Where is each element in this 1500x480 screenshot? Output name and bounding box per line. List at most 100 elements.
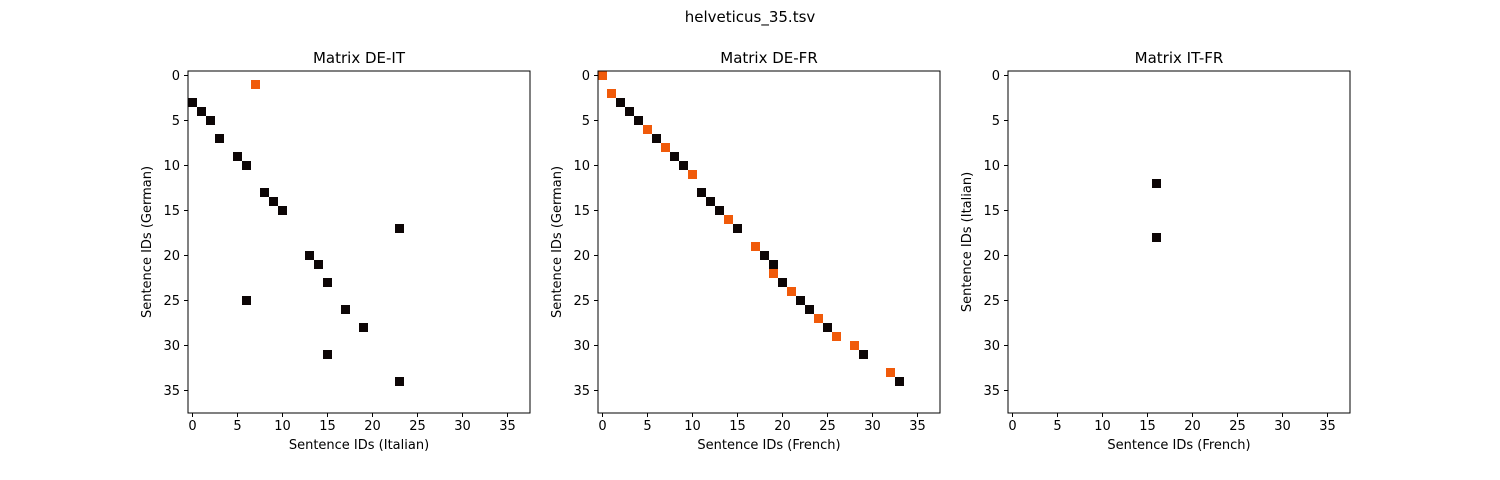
x-axis-label: Sentence IDs (French) (697, 438, 840, 453)
matrix-cell (206, 116, 215, 125)
matrix-cell (661, 143, 670, 152)
matrix-cell (760, 251, 769, 260)
matrix-cell (850, 341, 859, 350)
y-tick-label: 5 (172, 114, 180, 129)
x-tick-label: 15 (319, 419, 336, 434)
y-tick-label: 0 (992, 69, 1000, 84)
x-axis-label: Sentence IDs (Italian) (289, 438, 429, 453)
y-tick-label: 25 (983, 294, 1000, 309)
x-tick-label: 20 (774, 419, 791, 434)
y-tick-label: 15 (163, 204, 180, 219)
matrix-cell (886, 368, 895, 377)
x-tick-label: 20 (364, 419, 381, 434)
matrix-cell (616, 98, 625, 107)
y-axis-label: Sentence IDs (Italian) (960, 172, 975, 312)
matrix-cell (305, 251, 314, 260)
matrix-cell (359, 323, 368, 332)
matrix-cell (814, 314, 823, 323)
matrix-cell (395, 224, 404, 233)
y-tick-label: 15 (983, 204, 1000, 219)
x-tick-label: 0 (1008, 419, 1016, 434)
y-tick-label: 25 (163, 294, 180, 309)
y-tick-label: 5 (992, 114, 1000, 129)
y-tick-label: 20 (573, 249, 590, 264)
x-tick-label: 20 (1184, 419, 1201, 434)
y-tick-label: 5 (582, 114, 590, 129)
panel-3: 0 5 10 15 20 25 30 35 0 5 10 15 20 25 30 35 Matrix IT-FR… (960, 49, 1351, 453)
matrix-cell (769, 269, 778, 278)
matrix-cell (188, 98, 197, 107)
x-tick-label: 10 (274, 419, 291, 434)
x-tick-label: 15 (1139, 419, 1156, 434)
axes-frame (1007, 70, 1351, 414)
x-tick-label: 35 (499, 419, 516, 434)
matrix-cell (260, 188, 269, 197)
panel-2: 0 5 10 15 20 25 30 35 0 5 10 15 20 25 30 35 Matrix DE-FR… (550, 49, 941, 453)
y-tick-label: 30 (163, 339, 180, 354)
x-axis-label: Sentence IDs (French) (1107, 438, 1250, 453)
matrix-cell (643, 125, 652, 134)
y-tick-label: 35 (163, 384, 180, 399)
matrix-cell (269, 197, 278, 206)
x-tick-label: 25 (819, 419, 836, 434)
x-tick-label: 5 (1053, 419, 1061, 434)
x-tick-label: 35 (909, 419, 926, 434)
matrix-cell (823, 323, 832, 332)
matrix-cell (197, 107, 206, 116)
matrix-cell (323, 278, 332, 287)
matrix-cell (733, 224, 742, 233)
matrix-cell (278, 206, 287, 215)
x-tick-label: 10 (684, 419, 701, 434)
x-tick-label: 30 (1274, 419, 1291, 434)
x-tick-label: 35 (1319, 419, 1336, 434)
x-tick-label: 25 (1229, 419, 1246, 434)
panel-title: Matrix IT-FR (1135, 49, 1224, 67)
matrix-cell (805, 305, 814, 314)
x-tick-label: 5 (643, 419, 651, 434)
matrix-cell (697, 188, 706, 197)
x-tick-label: 15 (729, 419, 746, 434)
matrix-cell (706, 197, 715, 206)
matrix-cell (233, 152, 242, 161)
y-tick-label: 15 (573, 204, 590, 219)
x-tick-label: 30 (454, 419, 471, 434)
x-tick-label: 5 (233, 419, 241, 434)
y-tick-label: 20 (983, 249, 1000, 264)
matrix-cell (251, 80, 260, 89)
matrix-cell (314, 260, 323, 269)
matrix-cell (787, 287, 796, 296)
panel-1: 0 5 10 15 20 25 30 35 0 5 10 15 20 25 30 35 Matrix DE-IT… (140, 49, 531, 453)
matrix-cell (652, 134, 661, 143)
matrix-cell (715, 206, 724, 215)
matrix-cell (895, 377, 904, 386)
matrix-cell (832, 332, 841, 341)
matrix-cell (242, 161, 251, 170)
x-tick-label: 25 (409, 419, 426, 434)
y-axis-label: Sentence IDs (German) (550, 166, 565, 318)
panel-title: Matrix DE-FR (720, 49, 818, 67)
y-tick-label: 20 (163, 249, 180, 264)
x-tick-label: 10 (1094, 419, 1111, 434)
matrix-cell (679, 161, 688, 170)
matrix-cell (724, 215, 733, 224)
y-tick-label: 35 (573, 384, 590, 399)
matrix-cell (751, 242, 760, 251)
y-tick-label: 10 (573, 159, 590, 174)
matrix-cell (634, 116, 643, 125)
matrix-cell (1152, 179, 1161, 188)
figure-title: helveticus_35.tsv (685, 8, 816, 27)
matrix-cell (242, 296, 251, 305)
matrix-cell (215, 134, 224, 143)
matrix-cell (769, 260, 778, 269)
matrix-cell (778, 278, 787, 287)
y-tick-label: 10 (983, 159, 1000, 174)
matrix-cell (625, 107, 634, 116)
matrix-cell (859, 350, 868, 359)
y-tick-label: 30 (983, 339, 1000, 354)
matrix-cell (1152, 233, 1161, 242)
x-tick-label: 0 (188, 419, 196, 434)
matrix-cell (598, 71, 607, 80)
y-tick-label: 10 (163, 159, 180, 174)
